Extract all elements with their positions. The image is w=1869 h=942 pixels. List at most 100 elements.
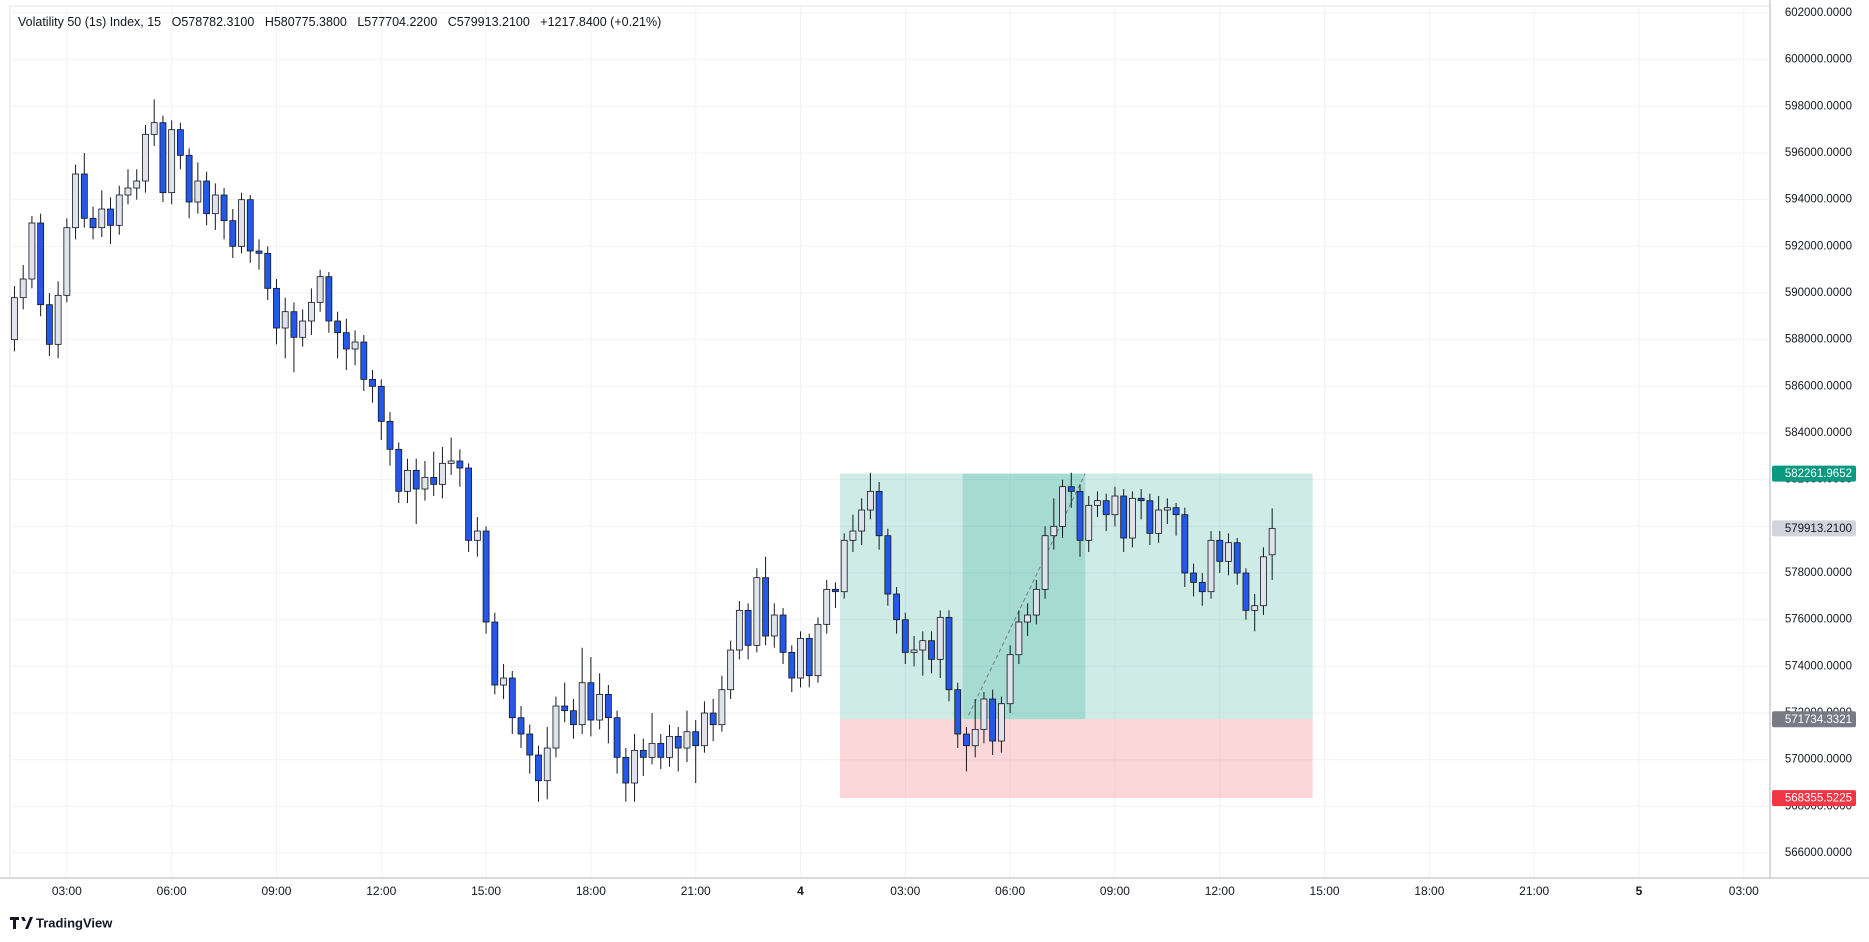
candle-body: [1120, 495, 1128, 539]
candle-body: [1111, 495, 1119, 516]
candle-body: [1198, 581, 1206, 593]
x-tick-label: 03:00: [1729, 884, 1759, 898]
candle-body: [168, 129, 176, 194]
candle-body: [552, 705, 560, 749]
y-tick-label: 570000.0000: [1785, 754, 1852, 766]
candle-body: [980, 698, 988, 730]
ohlc-low: L577704.2200: [357, 15, 438, 29]
symbol: Volatility 50 (1s) Index, 15: [18, 15, 162, 29]
x-tick-label: 21:00: [1519, 884, 1549, 898]
active-zone: [962, 473, 1086, 720]
candle-body: [54, 294, 62, 345]
candle-body: [989, 698, 997, 742]
candle-body: [762, 577, 769, 637]
candle-body: [281, 311, 289, 329]
candle-body: [1242, 572, 1250, 611]
target-tag: [1772, 465, 1856, 482]
candle-body: [526, 733, 534, 756]
candle-body: [246, 199, 254, 252]
candle-body: [342, 332, 350, 350]
candle-body: [273, 287, 280, 329]
candle-body: [744, 609, 752, 646]
legend-header: Volatility 50 (1s) Index, 15 O578782.310…: [18, 15, 668, 29]
x-tick-label: 12:00: [366, 884, 396, 898]
ohlc-open: O578782.3100: [171, 15, 255, 29]
x-tick-label: 15:00: [1310, 884, 1340, 898]
candle-body: [133, 180, 141, 189]
candle-body: [72, 173, 79, 229]
candle-body: [1181, 514, 1189, 574]
candle-body: [928, 640, 935, 660]
candle-body: [500, 677, 507, 686]
stop-tag: [1772, 790, 1856, 807]
candle-body: [89, 217, 97, 229]
candle-body: [875, 490, 883, 537]
candle-body: [456, 460, 464, 469]
y-tick-label: 584000.0000: [1785, 427, 1852, 439]
x-tick-label: 18:00: [1414, 884, 1444, 898]
candle-body: [1146, 500, 1154, 534]
candle-body: [1163, 507, 1171, 511]
last-price-tag-label: 579913.2100: [1785, 523, 1852, 535]
ohlc-high: H580775.3800: [264, 15, 347, 29]
candle-body: [639, 749, 647, 758]
y-tick-label: 600000.0000: [1785, 54, 1852, 66]
candle-body: [1233, 542, 1241, 574]
candle-body: [858, 509, 866, 532]
change: +1217.8400 (+0.21%): [540, 15, 662, 29]
candle-body: [395, 448, 403, 492]
candle-body: [1024, 614, 1032, 623]
last-price-tag: [1772, 520, 1856, 537]
y-tick-label: 598000.0000: [1785, 100, 1852, 112]
candle-body: [1076, 490, 1084, 541]
x-tick-label: 09:00: [261, 884, 291, 898]
y-tick-label: 574000.0000: [1785, 660, 1852, 672]
x-tick-label: 09:00: [1100, 884, 1130, 898]
candle-body: [779, 614, 787, 653]
y-tick-label: 602000.0000: [1785, 7, 1852, 19]
candle-body: [753, 577, 761, 646]
candle-body: [63, 227, 71, 296]
candle-body: [631, 749, 638, 784]
entry-tag: [1772, 711, 1856, 728]
candle-body: [1216, 539, 1224, 562]
candle-body: [718, 689, 726, 726]
candle-body: [176, 129, 184, 156]
candle-body: [1155, 509, 1163, 534]
candle-body: [1129, 497, 1136, 539]
candle-body: [1006, 654, 1014, 705]
candle-body: [299, 320, 307, 338]
candle-body: [613, 717, 621, 758]
target-tag-label: 582261.9652: [1785, 468, 1852, 480]
x-tick-label: 06:00: [995, 884, 1025, 898]
candle-body: [1015, 621, 1023, 656]
candle-body: [823, 588, 831, 625]
candle-body: [727, 649, 735, 691]
candle-body: [919, 640, 927, 651]
candle-body: [648, 742, 656, 758]
candle-body: [954, 689, 962, 735]
candle-body: [561, 705, 569, 712]
candle-body: [1251, 605, 1259, 611]
x-tick-label: 12:00: [1205, 884, 1235, 898]
candle-body: [963, 733, 970, 747]
candle-body: [936, 616, 944, 660]
ohlc-close: C579913.2100: [447, 15, 530, 29]
candle-body: [840, 539, 848, 593]
candle-body: [622, 756, 630, 784]
candle-body: [1085, 504, 1093, 541]
candle-body: [229, 220, 237, 247]
candle-body: [290, 311, 298, 338]
x-tick-label: 18:00: [576, 884, 606, 898]
candle-body: [1067, 486, 1075, 492]
candle-body: [19, 278, 27, 299]
candle-body: [334, 320, 342, 334]
x-tick-label: 03:00: [52, 884, 82, 898]
candle-body: [159, 122, 167, 194]
y-tick-label: 588000.0000: [1785, 334, 1852, 346]
candle-body: [535, 754, 542, 782]
candle-body: [439, 462, 446, 485]
